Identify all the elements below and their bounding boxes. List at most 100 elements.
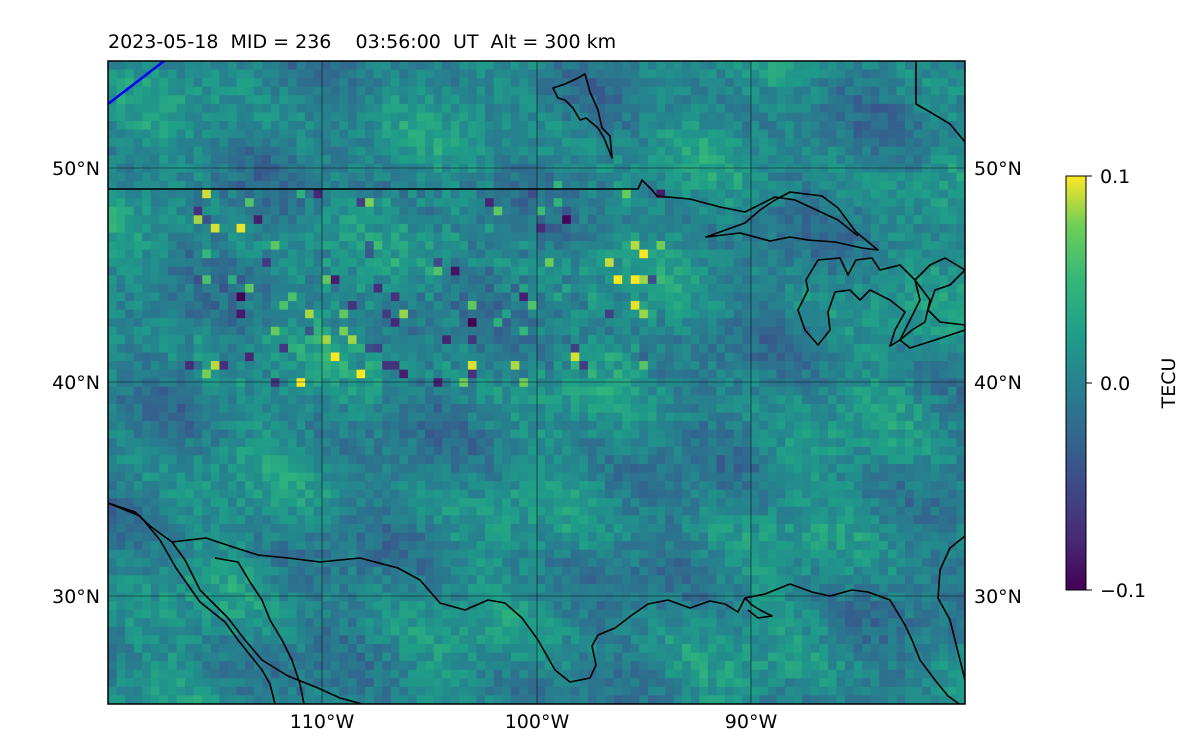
tec-cell xyxy=(493,112,503,122)
tec-cell xyxy=(587,129,598,139)
tec-cell xyxy=(185,223,195,234)
tec-cell xyxy=(253,223,263,234)
tec-cell xyxy=(896,386,906,396)
tec-cell xyxy=(322,446,332,456)
tec-cell xyxy=(133,146,143,156)
tec-cell xyxy=(133,438,143,448)
tec-cell xyxy=(922,318,932,328)
tec-cell xyxy=(947,455,958,465)
tec-cell xyxy=(279,472,289,482)
tec-cell xyxy=(767,155,778,165)
tec-cell xyxy=(836,69,846,79)
tec-cell xyxy=(519,121,529,131)
tec-cell xyxy=(905,412,915,422)
tec-cell xyxy=(150,181,161,191)
tec-cell xyxy=(682,206,692,216)
tec-cell xyxy=(330,103,340,114)
tec-cell xyxy=(759,129,769,139)
tec-cell xyxy=(699,481,709,491)
tec-cell xyxy=(167,172,178,182)
tec-cell xyxy=(270,283,280,294)
tec-cell xyxy=(776,206,786,216)
tec-cell xyxy=(545,472,555,482)
tec-cell xyxy=(853,121,863,131)
tec-cell xyxy=(322,189,332,199)
tec-cell xyxy=(819,343,829,354)
tec-cell xyxy=(287,438,298,448)
tec-cell xyxy=(356,283,366,294)
tec-cell xyxy=(253,266,263,276)
tec-cell xyxy=(750,481,760,491)
tec-cell xyxy=(956,155,965,165)
tec-cell xyxy=(390,472,400,482)
tec-cell xyxy=(202,361,212,371)
tec-cell xyxy=(150,232,161,242)
tec-cell xyxy=(150,421,161,431)
tec-cell xyxy=(407,146,418,156)
tec-cell xyxy=(502,155,512,165)
tec-cell xyxy=(305,412,315,422)
tec-cell xyxy=(836,403,846,414)
tec-cell xyxy=(365,241,375,251)
tec-cell xyxy=(759,395,769,405)
tec-cell xyxy=(527,129,538,139)
tec-cell xyxy=(870,412,880,422)
tec-cell xyxy=(536,266,546,276)
tec-cell xyxy=(330,403,340,414)
tec-cell xyxy=(716,61,726,71)
tec-cell xyxy=(502,429,512,439)
tec-cell xyxy=(536,163,546,174)
tec-cell xyxy=(287,232,298,242)
tec-cell xyxy=(245,198,255,208)
tec-cell xyxy=(562,163,572,174)
tec-cell xyxy=(810,86,820,96)
tec-cell xyxy=(167,395,178,405)
tec-cell xyxy=(836,309,846,319)
tec-cell xyxy=(785,172,795,182)
tec-cell xyxy=(682,369,692,379)
tec-cell xyxy=(365,138,375,148)
tec-cell xyxy=(862,481,872,491)
tec-cell xyxy=(219,326,229,336)
tec-cell xyxy=(750,343,760,354)
tec-cell xyxy=(339,361,349,371)
tec-cell xyxy=(793,266,803,276)
tec-cell xyxy=(879,455,889,465)
tec-cell xyxy=(185,189,195,199)
tec-cell xyxy=(442,138,452,148)
tec-cell xyxy=(407,266,418,276)
tec-cell xyxy=(527,421,538,431)
tec-cell xyxy=(596,446,606,456)
tec-cell xyxy=(896,361,906,371)
tec-cell xyxy=(253,455,263,465)
tec-cell xyxy=(836,121,846,131)
tec-cell xyxy=(365,69,375,79)
tec-cell xyxy=(716,378,726,388)
tec-cell xyxy=(776,369,786,379)
tec-cell xyxy=(725,258,735,268)
tec-cell xyxy=(647,266,658,276)
tec-cell xyxy=(416,129,426,139)
tec-cell xyxy=(493,189,503,199)
tec-cell xyxy=(767,326,778,336)
tec-cell xyxy=(125,421,135,431)
tec-cell xyxy=(510,283,520,294)
tec-cell xyxy=(802,241,812,251)
tec-cell xyxy=(733,438,743,448)
tec-cell xyxy=(219,361,229,371)
tec-cell xyxy=(493,343,503,354)
tec-cell xyxy=(845,369,855,379)
tec-cell xyxy=(545,215,555,225)
tec-cell xyxy=(785,266,795,276)
tec-cell xyxy=(716,232,726,242)
tec-cell xyxy=(202,61,212,71)
tec-cell xyxy=(939,378,949,388)
tec-cell xyxy=(690,181,700,191)
tec-cell xyxy=(467,481,478,491)
tec-cell xyxy=(219,241,229,251)
tec-cell xyxy=(759,155,769,165)
tec-cell xyxy=(879,378,889,388)
tec-cell xyxy=(305,292,315,302)
tec-cell xyxy=(810,455,820,465)
tec-cell xyxy=(176,121,186,131)
